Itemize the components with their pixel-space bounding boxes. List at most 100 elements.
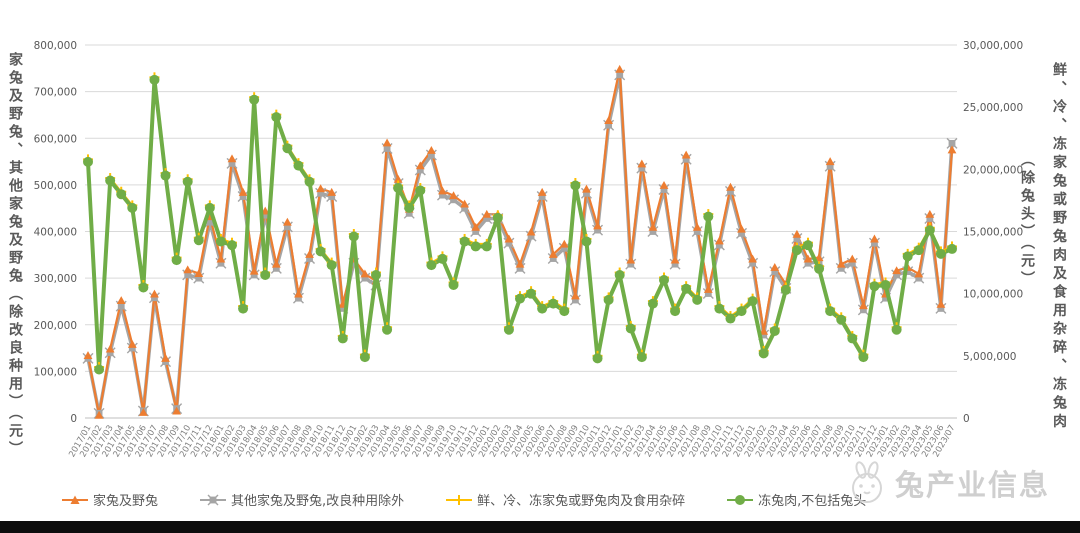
square-marker: [361, 274, 369, 282]
triangle-marker: [305, 249, 314, 258]
triangle-marker: [393, 174, 403, 183]
square-marker: [538, 193, 546, 200]
circle-marker: [337, 333, 348, 344]
legend-item-1: 其他家兔及野兔,改良种用除外: [200, 490, 404, 509]
triangle-marker: [294, 289, 303, 298]
circle-marker: [947, 243, 957, 254]
square-marker: [638, 164, 646, 172]
triangle-marker: [504, 234, 514, 243]
square-marker: [405, 209, 413, 217]
circle-marker: [559, 306, 570, 317]
triangle-marker: [836, 259, 846, 268]
circle-marker: [769, 325, 780, 336]
circle-marker: [515, 293, 525, 304]
legend-marker-triangle-icon: [62, 495, 88, 504]
triangle-marker: [548, 249, 558, 258]
triangle-marker: [282, 217, 292, 226]
square-marker: [450, 196, 457, 204]
circle-marker: [670, 306, 681, 317]
chart-plot: 0 100,000 200,000 300,000 400,000 500,000 600,…: [34, 40, 1024, 459]
right-axis-tick-label: 0: [963, 413, 970, 425]
triangle-marker: [127, 339, 137, 348]
triangle-marker: [161, 353, 170, 362]
square-marker: [937, 305, 945, 312]
square-marker: [837, 264, 845, 272]
square-marker: [760, 331, 768, 339]
triangle-marker: [382, 138, 392, 147]
circle-marker: [636, 352, 647, 363]
triangle-marker: [183, 265, 193, 274]
square-marker: [948, 139, 956, 147]
circle-marker: [271, 112, 282, 123]
triangle-marker: [471, 222, 481, 231]
triangle-marker: [249, 266, 259, 275]
circle-marker: [659, 274, 669, 285]
left-axis-tick-label: 0: [70, 413, 77, 425]
circle-marker: [426, 260, 437, 271]
legend-label: 冻兔肉,不包括兔头: [758, 494, 867, 509]
circle-marker: [215, 236, 226, 247]
triangle-marker: [526, 227, 536, 236]
triangle-marker: [116, 296, 126, 305]
circle-marker: [791, 245, 802, 256]
left-axis-tick-label: 600,000: [34, 133, 77, 145]
triangle-marker: [482, 209, 492, 218]
square-marker: [217, 259, 225, 267]
circle-marker: [736, 306, 747, 317]
circle-marker: [116, 189, 127, 200]
circle-marker: [537, 303, 548, 314]
square-marker: [117, 302, 125, 310]
circle-marker: [803, 240, 813, 251]
triangle-marker: [714, 236, 724, 245]
triangle-marker: [415, 161, 425, 170]
square-marker: [306, 255, 313, 262]
triangle-marker: [803, 254, 813, 263]
square-marker: [571, 296, 579, 304]
square-marker: [483, 215, 491, 222]
circle-marker: [902, 251, 913, 262]
triangle-marker: [626, 255, 636, 264]
triangle-marker: [537, 187, 547, 196]
circle-marker: [127, 202, 138, 213]
triangle-marker: [570, 291, 580, 300]
circle-marker: [359, 352, 370, 363]
circle-marker: [182, 176, 193, 187]
triangle-marker: [759, 326, 769, 335]
triangle-marker: [814, 253, 824, 262]
triangle-marker: [936, 299, 946, 308]
square-marker: [250, 271, 258, 279]
circle-marker: [592, 353, 603, 364]
square-marker: [239, 193, 247, 200]
square-marker: [926, 215, 934, 222]
square-marker: [882, 294, 889, 302]
square-marker: [904, 268, 912, 275]
square-marker: [605, 121, 613, 129]
triangle-marker: [460, 199, 470, 208]
left-axis-title: 家兔及野兔、其他家兔及野兔（除改良种用）（元）: [7, 52, 23, 459]
circle-marker: [880, 279, 891, 290]
right-axis-tick-label: 10,000,000: [963, 289, 1023, 301]
circle-marker: [138, 282, 149, 293]
square-marker: [727, 188, 734, 195]
right-axis-tick-label: 5,000,000: [963, 351, 1016, 363]
square-marker: [738, 229, 745, 237]
circle-marker: [393, 182, 404, 193]
square-marker: [859, 306, 867, 314]
square-marker: [328, 193, 336, 200]
left-axis-tick-label: 800,000: [34, 40, 77, 52]
triangle-marker: [914, 269, 924, 278]
square-marker: [893, 271, 901, 279]
left-axis-tick-label: 700,000: [34, 87, 77, 99]
circle-marker: [315, 246, 326, 257]
square-marker: [383, 145, 391, 152]
circle-marker: [160, 170, 171, 181]
square-marker: [594, 226, 601, 234]
square-marker: [693, 228, 701, 235]
left-axis-tick-label: 100,000: [34, 366, 77, 378]
square-marker: [295, 294, 302, 302]
square-marker: [848, 259, 856, 267]
triangle-marker: [438, 186, 447, 195]
circle-marker: [780, 284, 791, 295]
circle-marker: [459, 236, 470, 247]
square-marker: [583, 189, 590, 197]
